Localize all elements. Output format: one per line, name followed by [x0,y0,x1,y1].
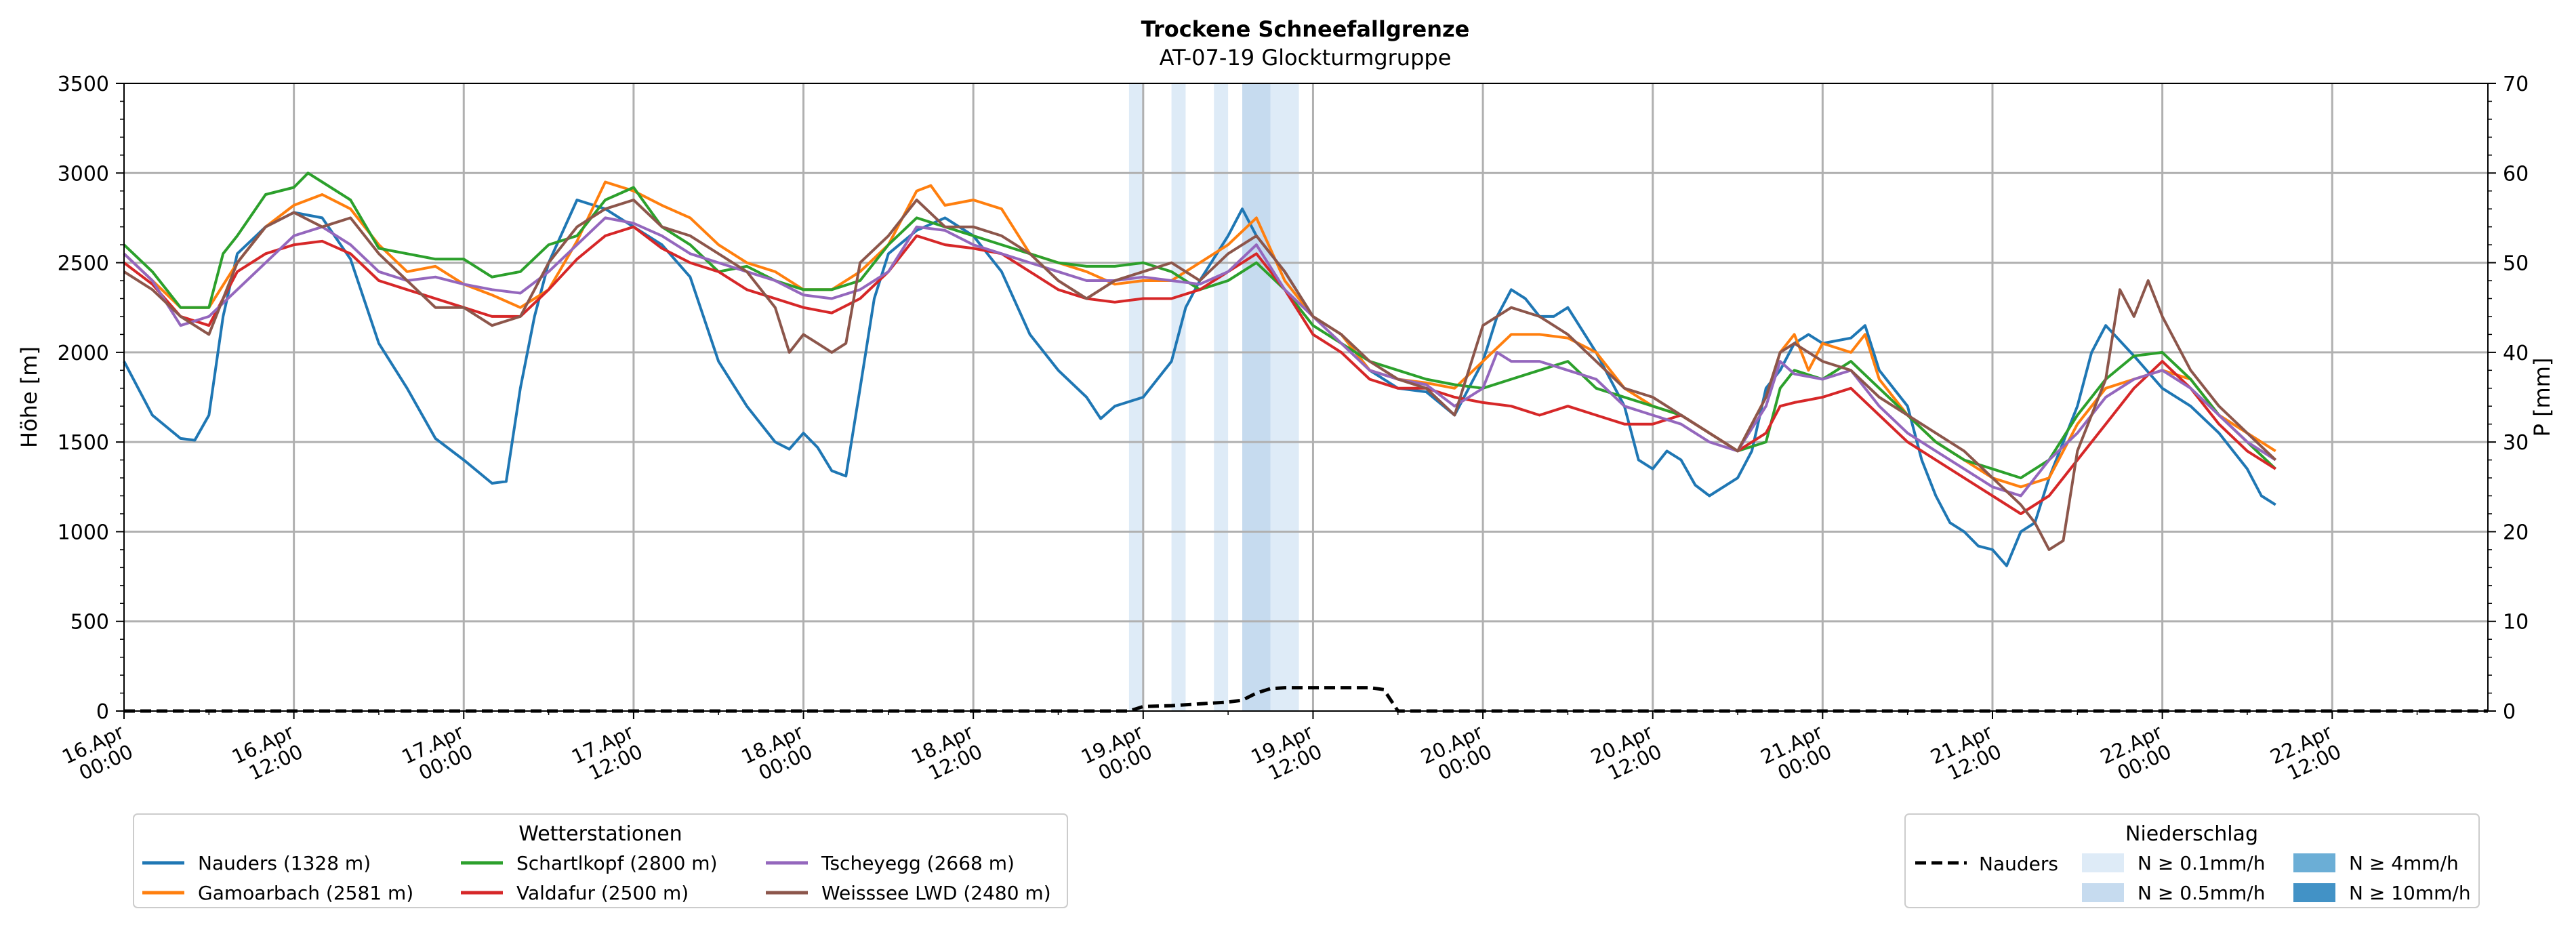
x-tick-label-10: 21.Apr00:00 [1757,721,1835,789]
x-tick-label-0: 16.Apr00:00 [58,721,136,789]
chart-subtitle: AT-07-19 Glockturmgruppe [1160,45,1452,70]
y-tick-label-7: 3500 [58,73,109,96]
precip-series [124,686,2488,713]
legend-station-label-5: Weisssee LWD (2480 m) [821,882,1051,904]
y2-tick-label-7: 70 [2503,73,2529,96]
x-tick-label-3: 17.Apr12:00 [568,721,646,789]
series-line-3 [123,225,2276,515]
legend-station-label-4: Tscheyegg (2668 m) [821,852,1015,874]
legend-precip-title: Niederschlag [2125,822,2258,846]
y2-tick-label-6: 60 [2503,162,2529,186]
chart-title: Trockene Schneefallgrenze [1141,16,1470,42]
x-tick-label-12: 22.Apr00:00 [2097,721,2175,789]
y-tick-label-1: 500 [70,611,109,634]
legend-stations-box [133,813,1068,908]
legend-precip-classes: N ≥ 0.1mm/h N ≥ 0.5mm/h N ≥ 4mm/h N ≥ 10mm/… [2082,852,2471,904]
x-tick-label-4: 18.Apr00:00 [738,721,816,789]
series-line-1 [123,180,2276,489]
legend-precip-class-swatch-1 [2082,883,2124,902]
legend-station-label-0: Nauders (1328 m) [198,852,371,874]
x-tick-label-5: 18.Apr12:00 [907,721,985,789]
x-tick-label-11: 21.Apr12:00 [1927,721,2005,789]
y-tick-label-4: 2000 [58,342,109,365]
legend-precip-class-label-2: N ≥ 4mm/h [2349,852,2459,874]
legend-station-entries: Nauders (1328 m) Gamoarbach (2581 m) Schar… [142,852,1051,904]
legend-station-label-2: Schartlkopf (2800 m) [516,852,718,874]
legend-station-label-3: Valdafur (2500 m) [516,882,689,904]
legend-precip-class-swatch-3 [2293,883,2335,902]
y-tick-label-3: 1500 [58,431,109,455]
station-series [123,171,2277,567]
x-axis: 16.Apr00:00 16.Apr12:00 17.Apr00:00 17.Apr1… [58,711,2418,789]
legend-precip-class-label-1: N ≥ 0.5mm/h [2138,882,2265,904]
y-tick-label-0: 0 [96,700,109,724]
y2-tick-label-0: 0 [2503,700,2516,724]
series-line-0 [123,199,2276,567]
precip-bands [1128,83,1299,711]
series-line-2 [123,171,2277,480]
legend-precip-class-label-0: N ≥ 0.1mm/h [2138,852,2265,874]
x-tick-label-7: 19.Apr12:00 [1248,721,1326,789]
legend-precip-box [1904,813,2480,908]
legend-stations: Wetterstationen Nauders (1328 m) Gamoarba… [133,813,1068,908]
precip-band-0 [1128,83,1143,711]
series-line-5 [123,199,2277,551]
precip-line-nauders [124,686,2488,713]
legend-precip-line-label: Nauders [1979,853,2058,875]
legend-stations-title: Wetterstationen [518,822,682,846]
legend-precip-class-label-3: N ≥ 10mm/h [2349,882,2471,904]
precip-band-2 [1214,83,1229,711]
y2-tick-label-2: 20 [2503,521,2529,544]
y-axis-left: 0 500 1000 1500 2000 2500 3000 3500 [58,73,124,724]
x-tick-label-6: 19.Apr00:00 [1078,721,1156,789]
legend-precip-class-swatch-2 [2293,853,2335,872]
x-tick-label-1: 16.Apr12:00 [228,721,306,789]
x-tick-label-13: 22.Apr12:00 [2267,721,2345,789]
x-tick-label-8: 20.Apr00:00 [1417,721,1495,789]
y-tick-label-6: 3000 [58,162,109,186]
x-tick-label-2: 17.Apr00:00 [398,721,476,789]
precip-band-1 [1171,83,1186,711]
plot-frame [123,83,2489,712]
legend-precip-class-swatch-0 [2082,853,2124,872]
y2-tick-label-3: 30 [2503,431,2529,455]
y2-tick-label-1: 10 [2503,611,2529,634]
precip-band-4 [1270,83,1299,711]
y-tick-label-5: 2500 [58,252,109,276]
grid-lines [124,83,2488,711]
y-axis-label: Höhe [m] [16,346,42,448]
y-tick-label-2: 1000 [58,521,109,544]
legend-precip: Niederschlag Nauders N ≥ 0.1mm/h N ≥ 0.5m… [1904,813,2480,908]
y-axis-right: 0 10 20 30 40 50 60 70 [2488,73,2529,724]
legend-station-label-1: Gamoarbach (2581 m) [198,882,413,904]
x-tick-label-9: 20.Apr12:00 [1587,721,1665,789]
y2-axis-label: P [mm] [2529,358,2555,437]
y2-tick-label-4: 40 [2503,342,2529,365]
y2-tick-label-5: 50 [2503,252,2529,276]
series-line-4 [123,216,2276,498]
precip-band-3 [1242,83,1271,711]
